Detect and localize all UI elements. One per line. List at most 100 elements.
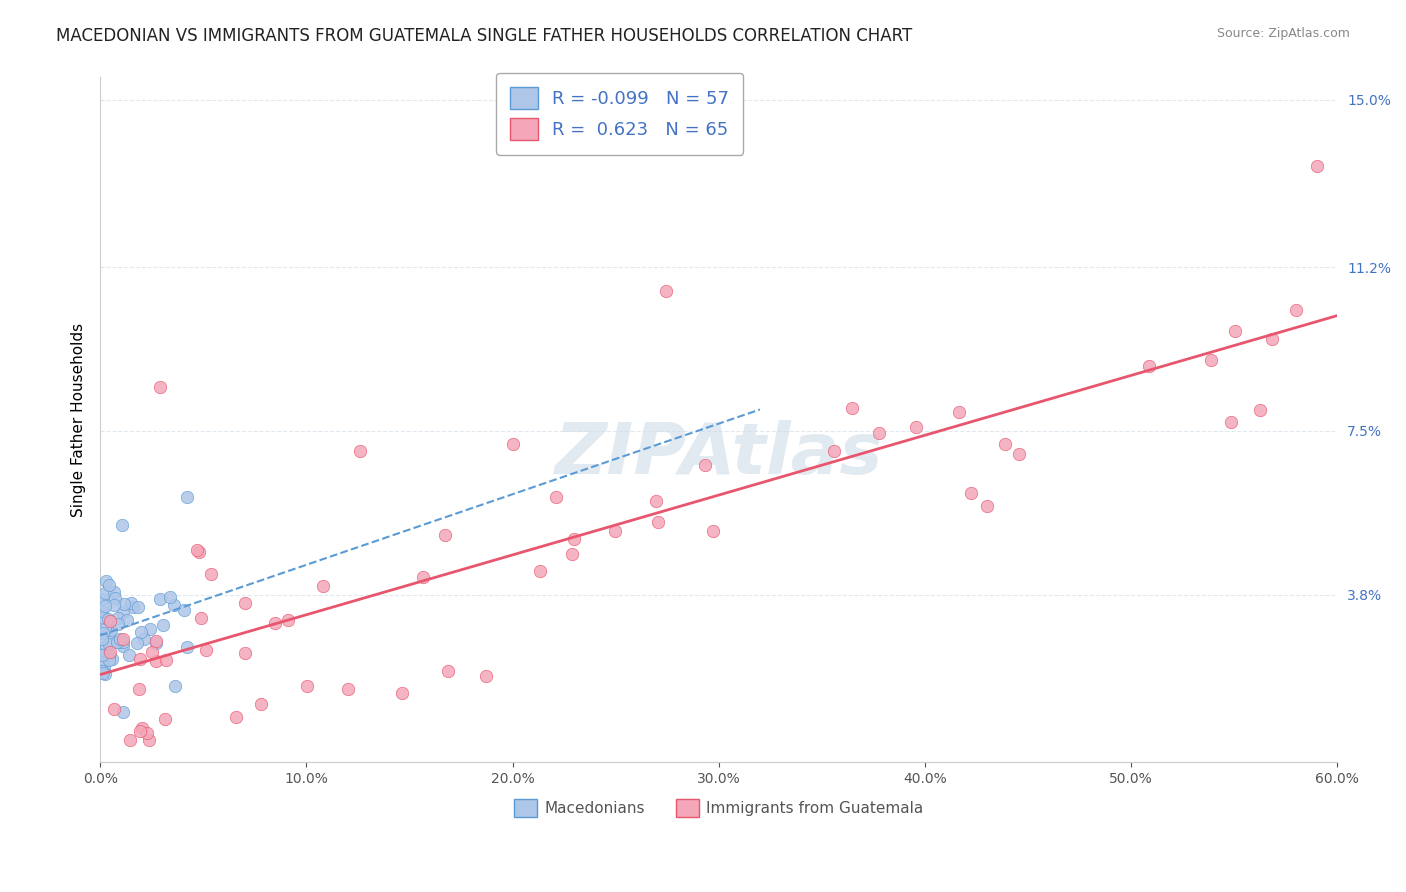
Point — [94, 666, 117, 681]
Point — [603, 524, 626, 538]
Point — [337, 682, 360, 697]
Point — [644, 494, 666, 508]
Point — [312, 579, 335, 593]
Point — [103, 585, 125, 599]
Legend: Macedonians, Immigrants from Guatemala: Macedonians, Immigrants from Guatemala — [508, 792, 929, 823]
Point — [155, 712, 177, 726]
Point — [100, 645, 122, 659]
Point — [225, 709, 247, 723]
Point — [655, 285, 678, 299]
Point — [1305, 159, 1327, 173]
Point — [98, 578, 121, 592]
Point — [94, 640, 117, 654]
Point — [960, 485, 983, 500]
Point — [163, 679, 186, 693]
Point — [129, 724, 152, 739]
Point — [103, 701, 125, 715]
Point — [128, 652, 150, 666]
Point — [98, 637, 121, 651]
Y-axis label: Single Father Households: Single Father Households — [72, 323, 86, 517]
Point — [1249, 403, 1271, 417]
Point — [437, 664, 460, 678]
Point — [111, 518, 134, 533]
Point — [250, 697, 273, 711]
Point — [702, 524, 724, 539]
Point — [264, 616, 287, 631]
Point — [562, 532, 585, 546]
Point — [561, 547, 583, 561]
Point — [94, 622, 117, 636]
Point — [108, 632, 131, 646]
Point — [433, 528, 456, 542]
Point — [91, 664, 114, 678]
Point — [91, 591, 114, 606]
Point — [148, 592, 170, 607]
Point — [277, 613, 299, 627]
Point — [188, 544, 211, 558]
Point — [475, 669, 498, 683]
Point — [948, 405, 970, 419]
Point — [693, 458, 716, 473]
Text: MACEDONIAN VS IMMIGRANTS FROM GUATEMALA SINGLE FATHER HOUSEHOLDS CORRELATION CHA: MACEDONIAN VS IMMIGRANTS FROM GUATEMALA … — [56, 27, 912, 45]
Point — [233, 595, 256, 609]
Point — [904, 419, 927, 434]
Point — [121, 600, 143, 615]
Point — [136, 726, 159, 740]
Point — [502, 437, 524, 451]
Point — [103, 599, 125, 613]
Point — [868, 425, 890, 440]
Point — [152, 617, 174, 632]
Point — [544, 490, 567, 504]
Point — [349, 444, 371, 458]
Point — [176, 640, 198, 654]
Point — [98, 626, 121, 640]
Point — [976, 500, 998, 514]
Point — [104, 591, 127, 606]
Point — [112, 597, 135, 611]
Point — [145, 634, 167, 648]
Point — [107, 611, 129, 625]
Point — [412, 570, 434, 584]
Point — [1223, 324, 1246, 338]
Point — [100, 615, 122, 629]
Point — [138, 733, 160, 747]
Point — [111, 705, 134, 719]
Point — [93, 610, 115, 624]
Point — [93, 662, 115, 676]
Point — [107, 634, 129, 648]
Point — [94, 586, 117, 600]
Point — [841, 401, 863, 416]
Point — [1220, 415, 1243, 429]
Point — [149, 380, 172, 394]
Point — [1285, 302, 1308, 317]
Point — [100, 652, 122, 666]
Point — [94, 574, 117, 588]
Point — [112, 635, 135, 649]
Point — [141, 645, 163, 659]
Point — [295, 679, 318, 693]
Point — [145, 654, 167, 668]
Point — [1137, 359, 1160, 373]
Point — [186, 543, 208, 558]
Point — [129, 624, 152, 639]
Point — [1199, 353, 1222, 368]
Point — [91, 604, 114, 618]
Point — [94, 599, 117, 614]
Point — [173, 603, 195, 617]
Point — [159, 590, 181, 604]
Point — [111, 632, 134, 646]
Point — [125, 636, 148, 650]
Point — [176, 490, 198, 504]
Point — [994, 437, 1017, 451]
Point — [111, 639, 134, 653]
Point — [155, 652, 177, 666]
Point — [91, 655, 114, 669]
Point — [91, 632, 114, 646]
Point — [1008, 447, 1031, 461]
Point — [145, 636, 167, 650]
Point — [139, 623, 162, 637]
Point — [647, 515, 669, 529]
Point — [107, 616, 129, 631]
Point — [190, 611, 212, 625]
Point — [163, 598, 186, 612]
